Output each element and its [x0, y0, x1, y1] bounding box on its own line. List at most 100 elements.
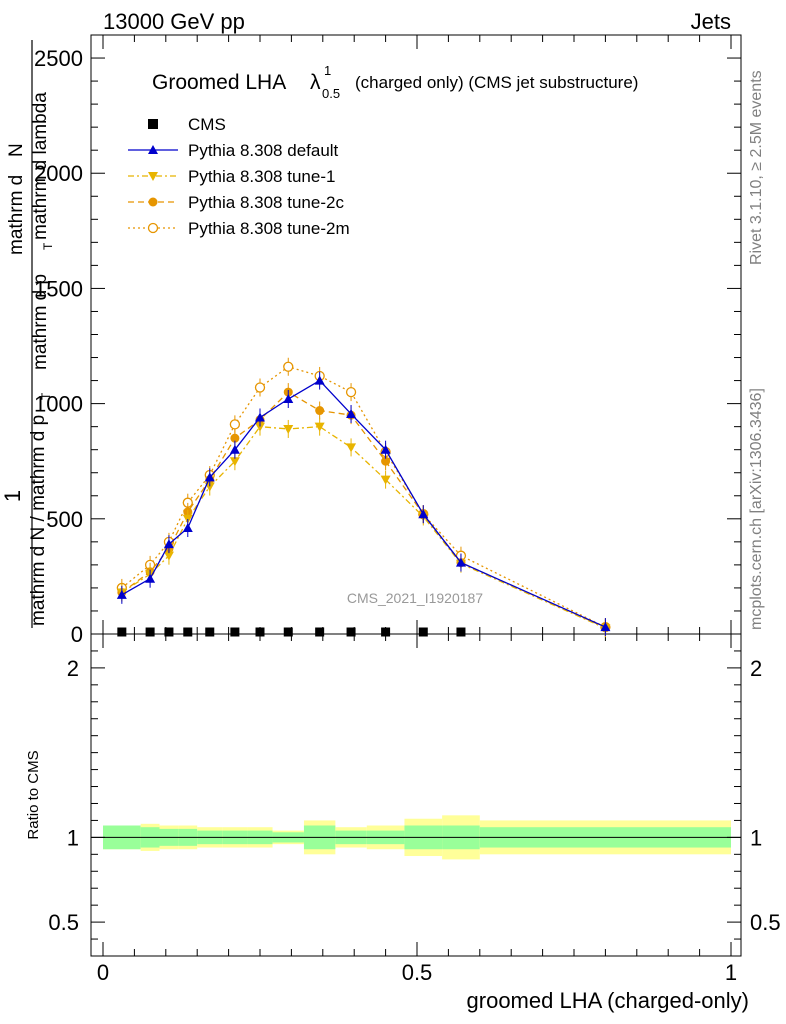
ratio-tick-label-right: 2: [750, 656, 762, 681]
legend-label-cms: CMS: [188, 115, 226, 134]
ylabel-one: 1: [0, 490, 25, 502]
data-point-series-0: [314, 375, 325, 385]
cms-data-point: [255, 627, 265, 637]
legend-label-tune-1: Pythia 8.308 tune-1: [188, 167, 335, 186]
ylabel-denominator-1: mathrm d N / mathrm d p: [28, 415, 49, 626]
mcplots-label: mcplots.cern.ch [arXiv:1306.3436]: [748, 388, 765, 630]
cms-data-point: [456, 627, 466, 637]
y-tick-label: 2500: [34, 46, 83, 71]
x-axis-label: groomed LHA (charged-only): [467, 988, 749, 1013]
ratio-tick-label-left: 1: [67, 825, 79, 850]
y-tick-label: 1000: [34, 392, 83, 417]
data-point-series-1: [204, 482, 215, 492]
ratio-tick-label-left: 0.5: [48, 910, 79, 935]
data-point-series-1: [255, 422, 265, 432]
x-tick-label: 0: [97, 960, 109, 985]
cms-data-point: [418, 627, 428, 637]
cms-data-point: [230, 627, 240, 637]
cms-data-layer: [117, 627, 466, 637]
ylabel-numerator-1: mathrm d: [6, 175, 27, 255]
ratio-tick-label-right: 1: [750, 825, 762, 850]
ylabel-numerator-5: mathrm d lambda: [30, 92, 51, 240]
data-point-series-3: [254, 382, 266, 393]
data-point-series-2: [230, 433, 240, 443]
cms-data-point: [205, 627, 215, 637]
series-line-3: [121, 366, 606, 628]
y-tick-label: 0: [71, 622, 83, 647]
legend-marker-2: [148, 197, 158, 207]
data-point-series-1: [380, 475, 391, 485]
legend-marker-0: [148, 145, 158, 154]
title-lambda: λ: [310, 71, 321, 94]
series-line-2: [121, 391, 606, 629]
cms-data-point: [183, 627, 193, 637]
data-point-series-0: [145, 573, 156, 583]
ylabel-numerator-3: mathrm d p: [30, 274, 51, 370]
x-tick-label: 0.5: [402, 960, 433, 985]
data-point-series-3: [283, 361, 294, 372]
data-point-series-2: [381, 456, 391, 466]
data-point-series-0: [380, 444, 391, 454]
cms-data-point: [164, 627, 174, 637]
data-point-series-0: [229, 444, 240, 454]
cms-data-point: [381, 627, 391, 637]
legend-marker-cms: [148, 119, 158, 129]
x-tick-label: 1: [725, 960, 737, 985]
header-left: 13000 GeV pp: [103, 9, 245, 34]
y-tick-label: 1500: [34, 276, 83, 301]
series-line-1: [121, 425, 606, 629]
legend-label-default: Pythia 8.308 default: [188, 141, 339, 160]
data-point-series-0: [182, 523, 193, 533]
data-point-series-0: [204, 472, 215, 482]
legend-marker-1: [148, 172, 158, 181]
data-point-series-3: [345, 386, 357, 398]
ylabel-denominator-2: T: [39, 392, 53, 400]
series-layer: [116, 357, 611, 638]
title-rest: (charged only) (CMS jet substructure): [355, 73, 638, 92]
header-right: Jets: [691, 9, 731, 34]
data-point-series-1: [346, 443, 357, 453]
title-subscript: 0.5: [322, 86, 340, 101]
cms-data-point: [283, 627, 293, 637]
title-superscript: 1: [324, 63, 331, 78]
ratio-plot-frame: [90, 633, 742, 957]
data-point-series-0: [163, 539, 174, 549]
data-point-series-2: [315, 406, 325, 416]
data-point-series-1: [314, 422, 325, 432]
title-main: Groomed LHA: [152, 71, 286, 94]
legend-label-tune-2c: Pythia 8.308 tune-2c: [188, 193, 344, 212]
cms-data-point: [117, 627, 127, 637]
data-point-series-0: [283, 394, 294, 404]
y-tick-label: 500: [46, 507, 83, 532]
legend-marker-3: [147, 222, 159, 234]
ratio-y-axis-label: Ratio to CMS: [25, 750, 42, 839]
data-point-series-0: [116, 589, 127, 599]
y-tick-label: 2000: [34, 161, 83, 186]
data-point-series-0: [600, 622, 611, 632]
legend: CMS Pythia 8.308 default Pythia 8.308 tu…: [128, 115, 350, 238]
data-point-series-0: [418, 509, 429, 519]
ratio-tick-label-right: 0.5: [750, 910, 781, 935]
chart-title: Groomed LHA λ 1 0.5 (charged only) (CMS …: [152, 63, 638, 101]
data-point-series-0: [455, 557, 466, 567]
cms-data-point: [145, 627, 155, 637]
ylabel-numerator-2: N: [6, 143, 27, 157]
rivet-label: Rivet 3.1.10, ≥ 2.5M events: [748, 70, 765, 265]
data-point-series-1: [163, 551, 174, 561]
ylabel-numerator-4: T: [41, 242, 55, 250]
axis-ticks: 0 0.5 1 0 500 1000 1500 2000 2500 0.5 0.5 1 1 2 2: [34, 35, 781, 985]
ratio-uncertainty-bands: [103, 815, 731, 860]
data-point-series-0: [255, 412, 265, 422]
data-point-series-3: [229, 419, 241, 430]
ratio-tick-label-left: 2: [67, 656, 79, 681]
legend-label-tune-2m: Pythia 8.308 tune-2m: [188, 219, 350, 238]
series-line-0: [121, 379, 606, 628]
main-y-axis-label: 1 mathrm d N mathrm d p T mathrm d lambd…: [0, 40, 55, 628]
analysis-watermark: CMS_2021_I1920187: [347, 590, 483, 606]
data-point-series-1: [283, 424, 294, 434]
data-point-series-0: [346, 408, 357, 418]
cms-data-point: [315, 627, 325, 637]
data-point-series-1: [229, 457, 240, 467]
cms-data-point: [346, 627, 356, 637]
